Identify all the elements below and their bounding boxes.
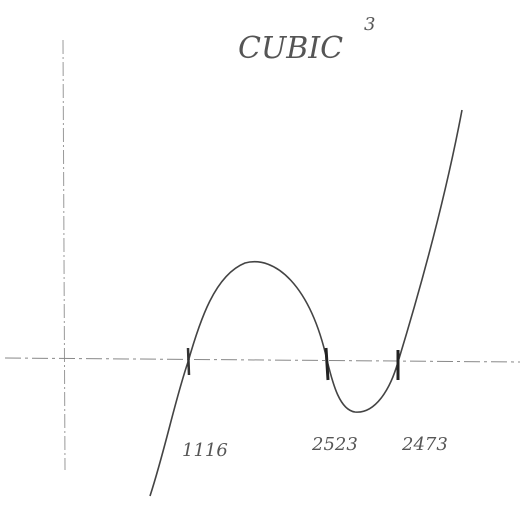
title: CUBIC: [238, 31, 343, 66]
root-label: 2473: [401, 434, 448, 455]
root-mark: [186, 347, 191, 376]
x-axis: [4, 357, 521, 363]
root-label: 2523: [311, 434, 358, 455]
y-axis: [62, 39, 66, 471]
root-label: 1116: [182, 440, 228, 461]
title-superscript: 3: [364, 14, 375, 35]
root-mark: [324, 347, 330, 381]
